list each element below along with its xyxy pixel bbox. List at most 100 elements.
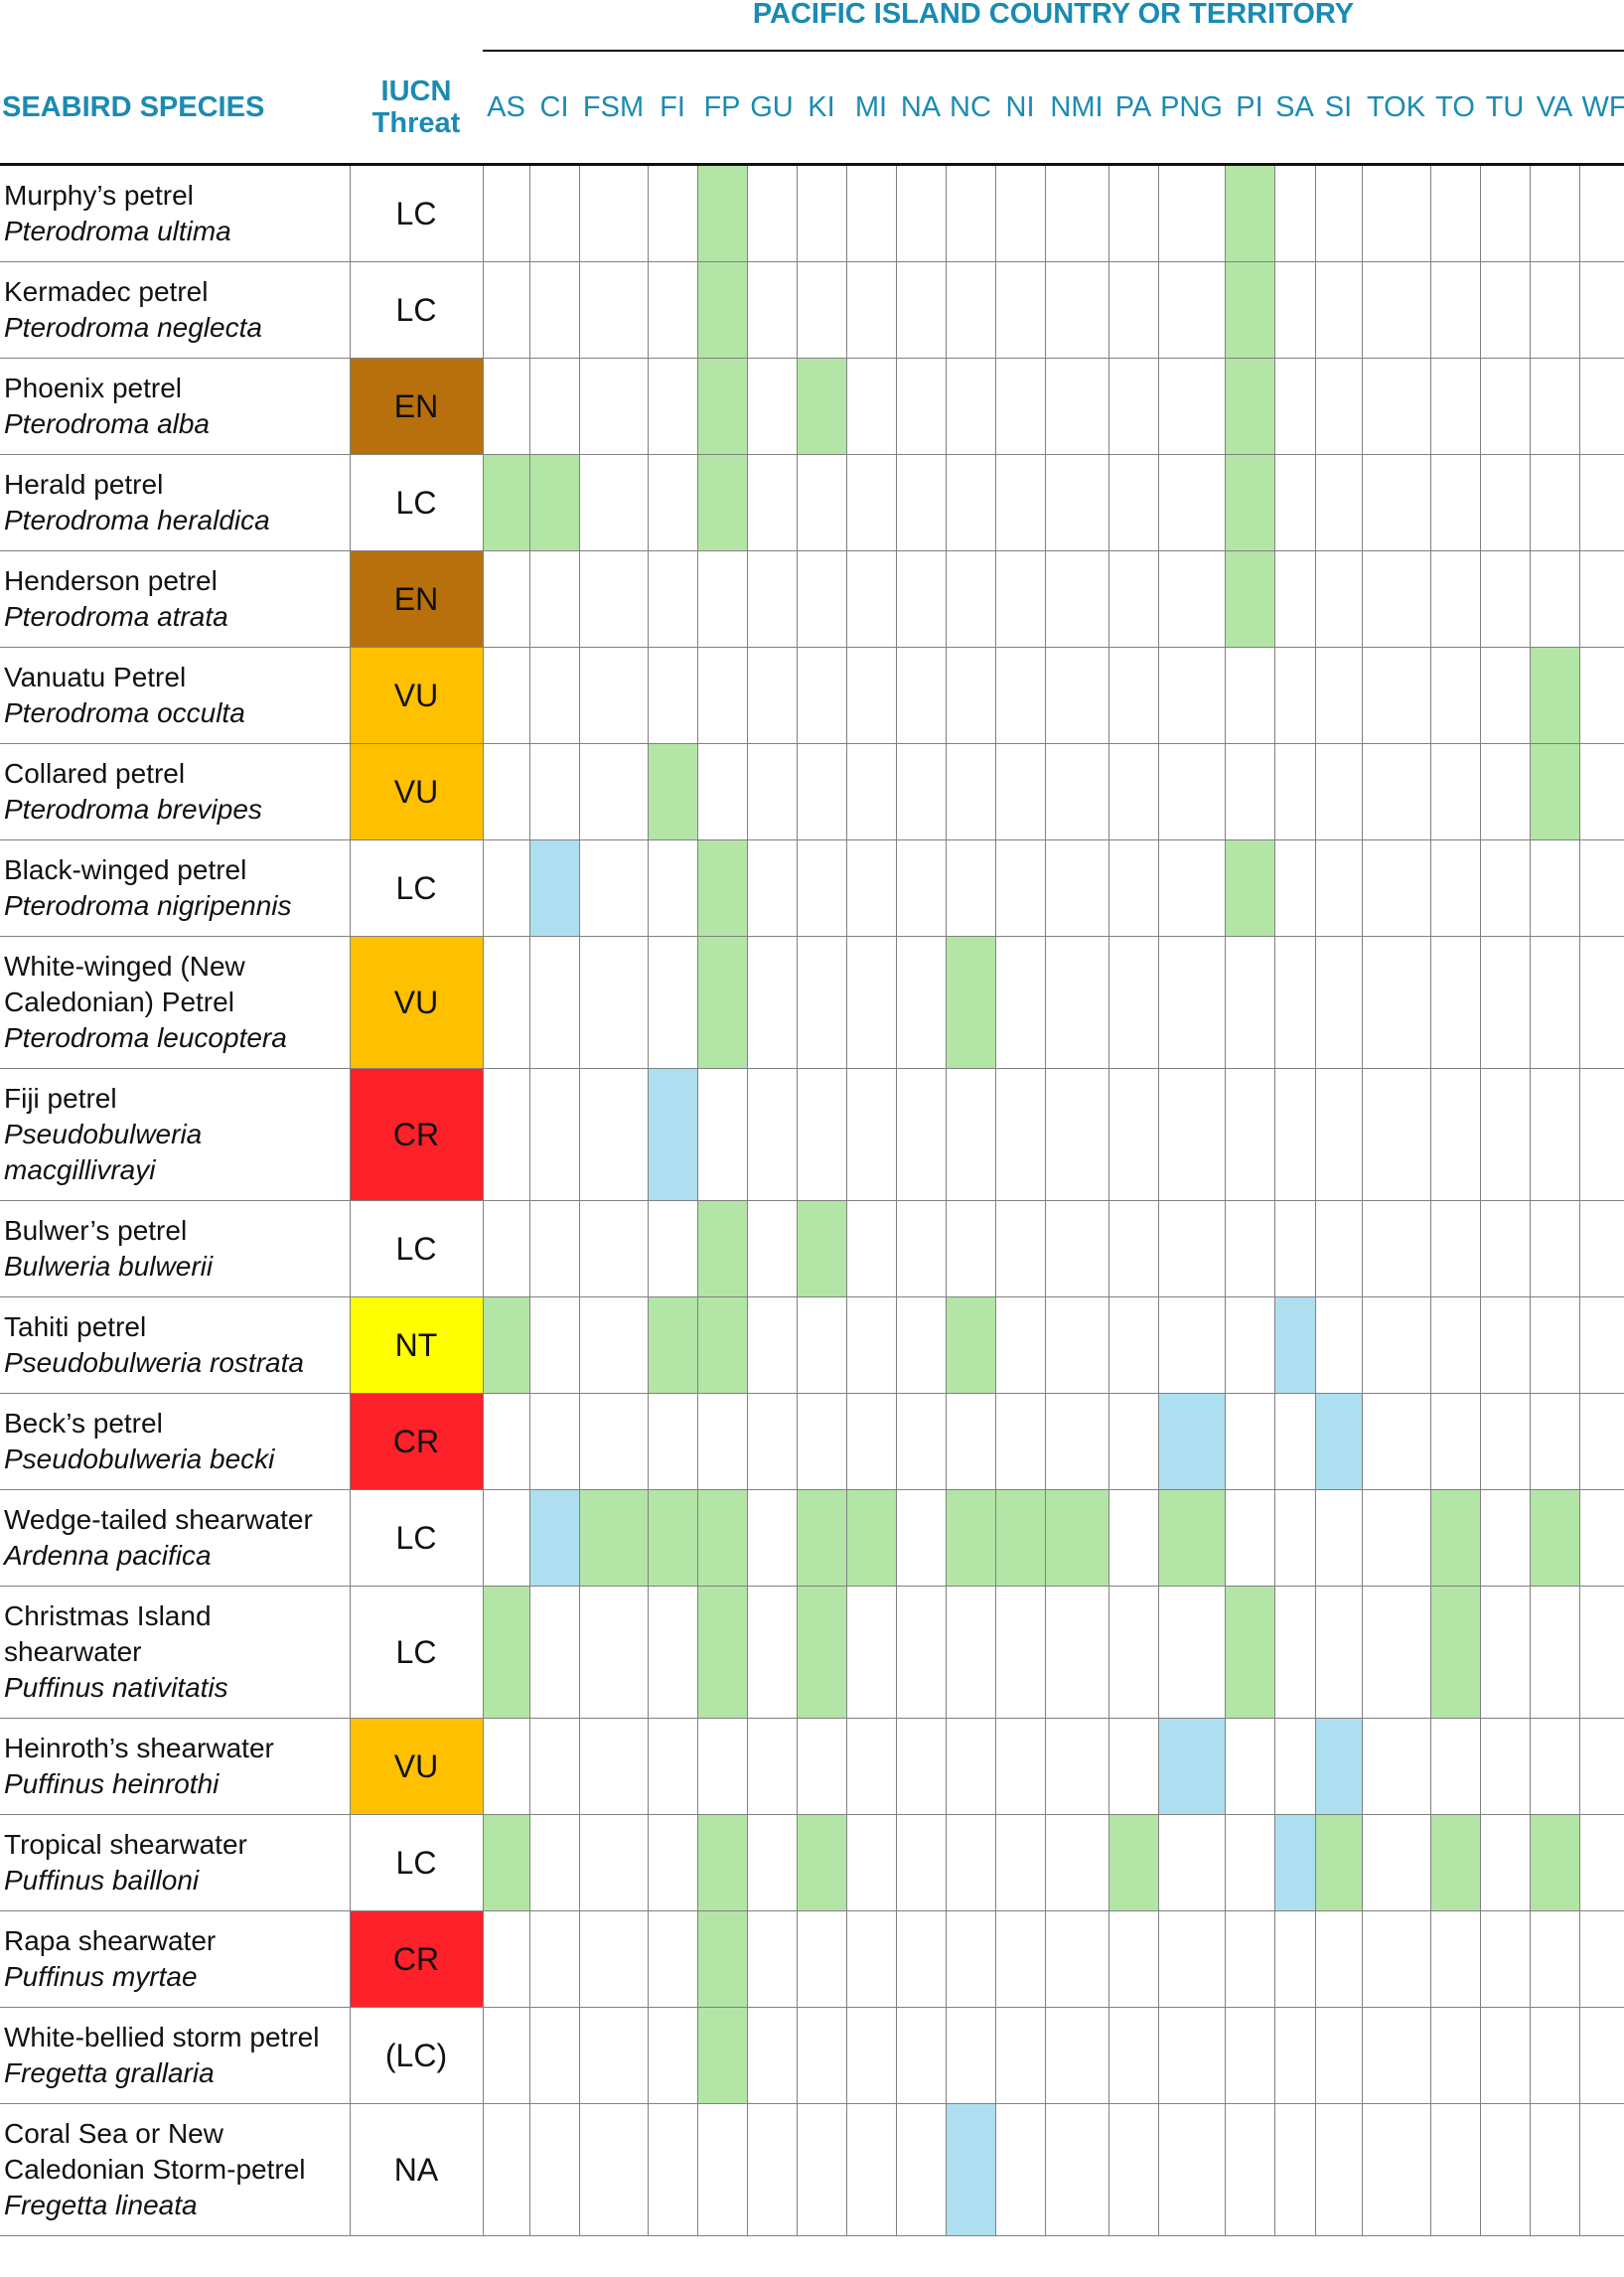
presence-cell	[796, 647, 847, 744]
presence-cell	[1479, 1910, 1531, 2008]
presence-cell	[1578, 1296, 1624, 1394]
presence-cell	[895, 1393, 947, 1490]
presence-cell	[1361, 1718, 1431, 1815]
presence-cell	[1314, 1718, 1363, 1815]
threat-status: EN	[349, 550, 484, 648]
presence-cell	[994, 1910, 1046, 2008]
species-row: Heinroth’s shearwater Puffinus heinrothi…	[0, 1718, 1624, 1815]
presence-cell	[1578, 358, 1624, 455]
presence-cell	[1479, 1296, 1531, 1394]
threat-status: LC	[349, 1814, 484, 1911]
table-title: PACIFIC ISLAND COUNTRY OR TERRITORY	[483, 0, 1624, 52]
presence-cell	[1361, 1200, 1431, 1297]
presence-cell	[1314, 358, 1363, 455]
country-header: WF	[1579, 52, 1624, 166]
presence-cell	[1107, 261, 1159, 359]
common-name: Rapa shearwater	[4, 1925, 217, 1956]
presence-cell	[746, 1200, 798, 1297]
presence-cell	[1429, 743, 1481, 840]
presence-cell	[1361, 2007, 1431, 2104]
presence-cell	[895, 261, 947, 359]
presence-cell	[1529, 936, 1580, 1069]
presence-cell	[1529, 1489, 1580, 1587]
presence-cell	[647, 1586, 698, 1719]
presence-cell	[1107, 743, 1159, 840]
common-name: Black-winged petrel	[4, 854, 247, 885]
presence-cell	[1479, 2007, 1531, 2104]
presence-cell	[528, 936, 580, 1069]
presence-cell	[1529, 164, 1580, 262]
presence-cell	[1107, 1200, 1159, 1297]
common-name: White-winged (New Caledonian) Petrel	[4, 951, 245, 1017]
country-header: SA	[1274, 52, 1315, 166]
presence-cell	[1157, 1393, 1226, 1490]
presence-cell	[1157, 839, 1226, 937]
presence-cell	[796, 454, 847, 551]
presence-cell	[1479, 1718, 1531, 1815]
presence-cell	[746, 1068, 798, 1201]
presence-cell	[1044, 1910, 1109, 2008]
presence-cell	[528, 1718, 580, 1815]
presence-cell	[1224, 1296, 1275, 1394]
presence-cell	[1479, 936, 1531, 1069]
presence-cell	[1429, 839, 1481, 937]
presence-cell	[746, 1814, 798, 1911]
presence-cell	[895, 1489, 947, 1587]
presence-cell	[1107, 1393, 1159, 1490]
threat-status: LC	[349, 164, 484, 262]
presence-cell	[1479, 1200, 1531, 1297]
presence-cell	[1157, 2103, 1226, 2236]
presence-cell	[895, 454, 947, 551]
presence-cell	[845, 1068, 897, 1201]
presence-cell	[696, 1814, 748, 1911]
presence-cell	[1224, 1586, 1275, 1719]
presence-cell	[482, 1586, 530, 1719]
presence-cell	[1479, 1068, 1531, 1201]
presence-cell	[1578, 1200, 1624, 1297]
species-name: Phoenix petrel Pterodroma alba	[0, 358, 351, 455]
presence-cell	[994, 1200, 1046, 1297]
common-name: Heinroth’s shearwater	[4, 1733, 274, 1763]
species-name: Tropical shearwater Puffinus bailloni	[0, 1814, 351, 1911]
presence-cell	[895, 1586, 947, 1719]
presence-cell	[1479, 839, 1531, 937]
presence-cell	[845, 550, 897, 648]
presence-cell	[1314, 647, 1363, 744]
presence-cell	[647, 1393, 698, 1490]
presence-cell	[1578, 164, 1624, 262]
presence-cell	[945, 358, 996, 455]
presence-cell	[528, 647, 580, 744]
presence-cell	[1273, 1296, 1316, 1394]
presence-cell	[945, 936, 996, 1069]
presence-cell	[1578, 1068, 1624, 1201]
presence-cell	[482, 1910, 530, 2008]
presence-cell	[647, 1718, 698, 1815]
presence-cell	[994, 550, 1046, 648]
presence-cell	[1479, 647, 1531, 744]
species-name: Bulwer’s petrel Bulweria bulwerii	[0, 1200, 351, 1297]
presence-cell	[1479, 261, 1531, 359]
species-row: Kermadec petrel Pterodroma neglecta LC	[0, 261, 1624, 359]
presence-cell	[1314, 261, 1363, 359]
scientific-name: Pterodroma alba	[4, 408, 211, 439]
scientific-name: Bulweria bulwerii	[4, 1251, 214, 1282]
presence-cell	[696, 164, 748, 262]
presence-cell	[1529, 2007, 1580, 2104]
presence-cell	[845, 261, 897, 359]
presence-cell	[1224, 1200, 1275, 1297]
presence-cell	[945, 1586, 996, 1719]
presence-cell	[696, 261, 748, 359]
presence-cell	[1044, 550, 1109, 648]
presence-cell	[1224, 647, 1275, 744]
presence-cell	[482, 550, 530, 648]
presence-cell	[945, 2103, 996, 2236]
presence-cell	[1529, 1586, 1580, 1719]
presence-cell	[895, 1718, 947, 1815]
presence-cell	[1044, 261, 1109, 359]
presence-cell	[1273, 1586, 1316, 1719]
presence-cell	[945, 839, 996, 937]
presence-cell	[482, 2007, 530, 2104]
common-name: Tropical shearwater	[4, 1829, 247, 1860]
presence-cell	[1529, 647, 1580, 744]
presence-cell	[1361, 936, 1431, 1069]
